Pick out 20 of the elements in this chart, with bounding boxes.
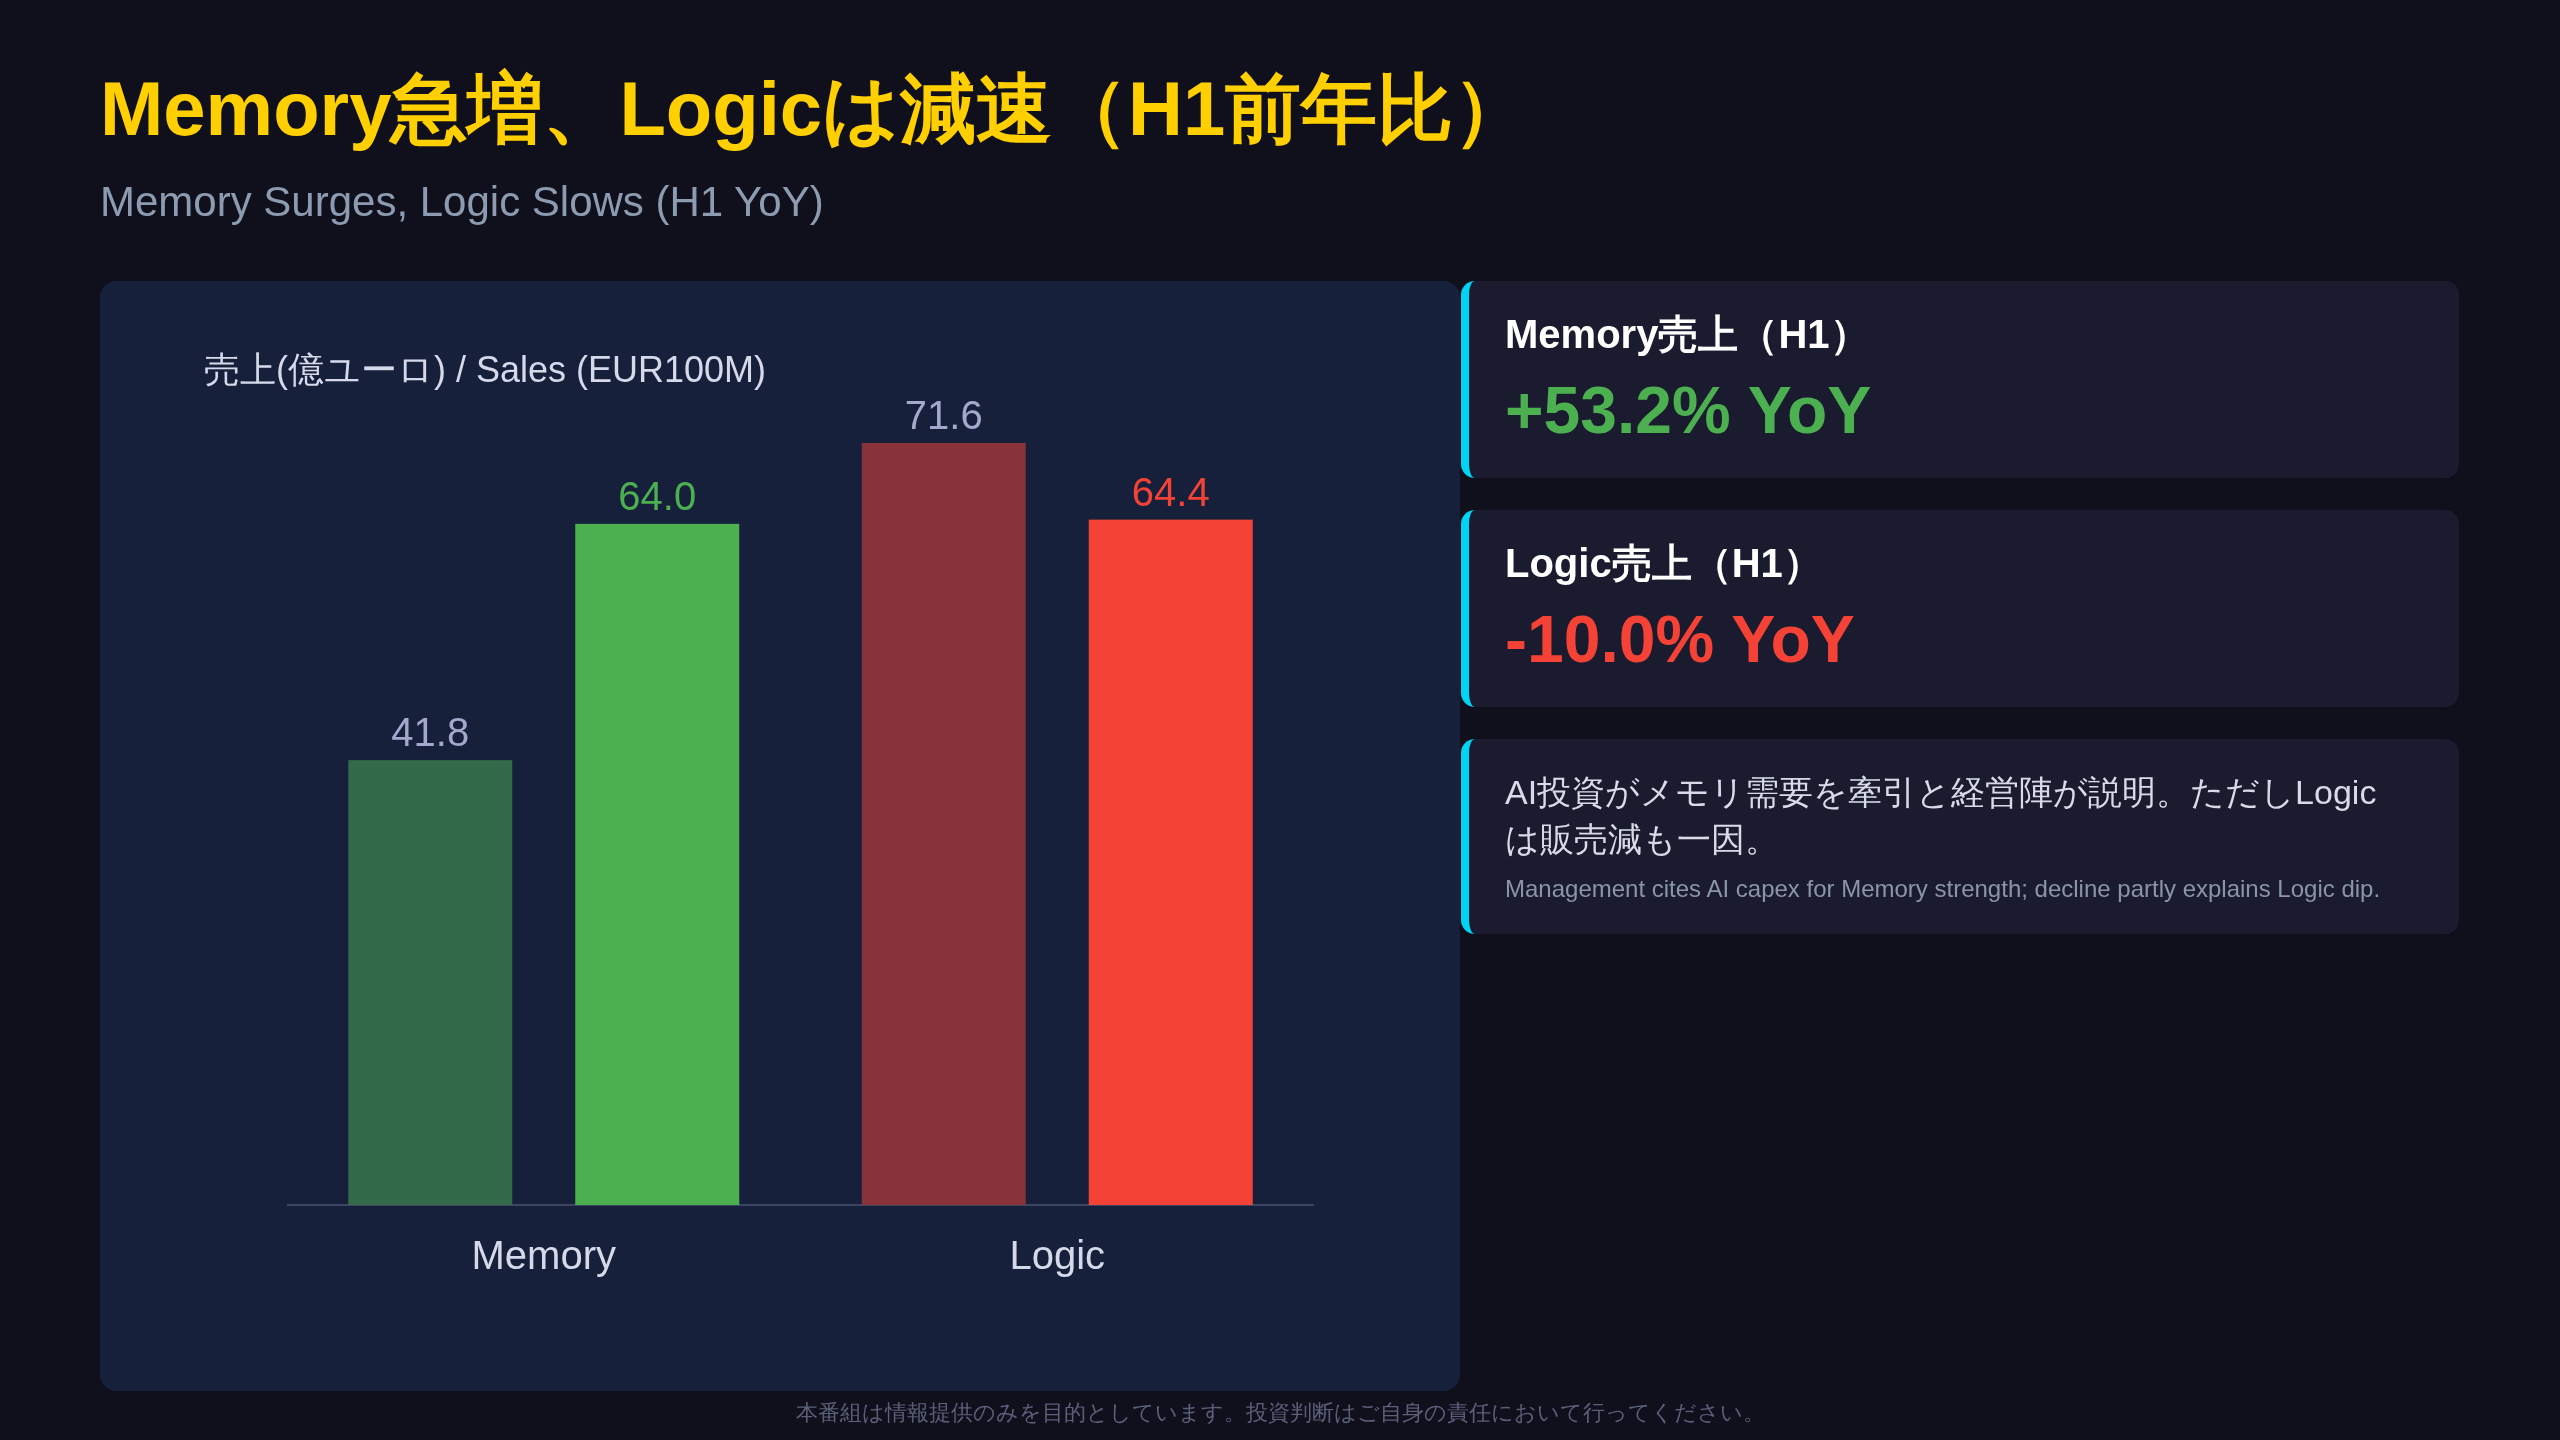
data-label: 71.6: [904, 393, 983, 437]
text: -10.0% YoY: [1505, 601, 1856, 678]
bar: [861, 443, 1026, 1205]
chart-subtitle: Memory Surges, Logic Slows (H1 YoY): [100, 177, 824, 227]
y-axis-title: 売上(億ユーロ) / Sales (EUR100M): [204, 349, 767, 390]
x-tick-label: Logic: [1009, 1233, 1106, 1277]
bar: [348, 760, 513, 1205]
text: AI投資がメモリ需要を牽引と経営陣が説明。ただしLogicは販売減も一因。: [1505, 772, 2378, 860]
text: 本番組は情報提供のみを目的としています。投資判断はご自身の責任において行ってください。: [794, 1400, 1766, 1426]
data-label: 64.4: [1131, 469, 1210, 514]
x-tick-label: Memory: [471, 1233, 616, 1277]
bar: [575, 523, 740, 1205]
text: Memory売上（H1）: [1505, 311, 1871, 358]
data-label: 64.0: [618, 473, 697, 518]
text: Logic売上（H1）: [1505, 540, 1824, 587]
chart-title: Memory急増、Logicは減速（H1前年比）: [100, 66, 1530, 151]
text: Management cites AI capex for Memory strength; decline partly explains Logic dip.: [1505, 874, 2382, 904]
bar: [1088, 519, 1253, 1205]
text: +53.2% YoY: [1505, 372, 1873, 449]
data-label: 41.8: [391, 710, 470, 755]
